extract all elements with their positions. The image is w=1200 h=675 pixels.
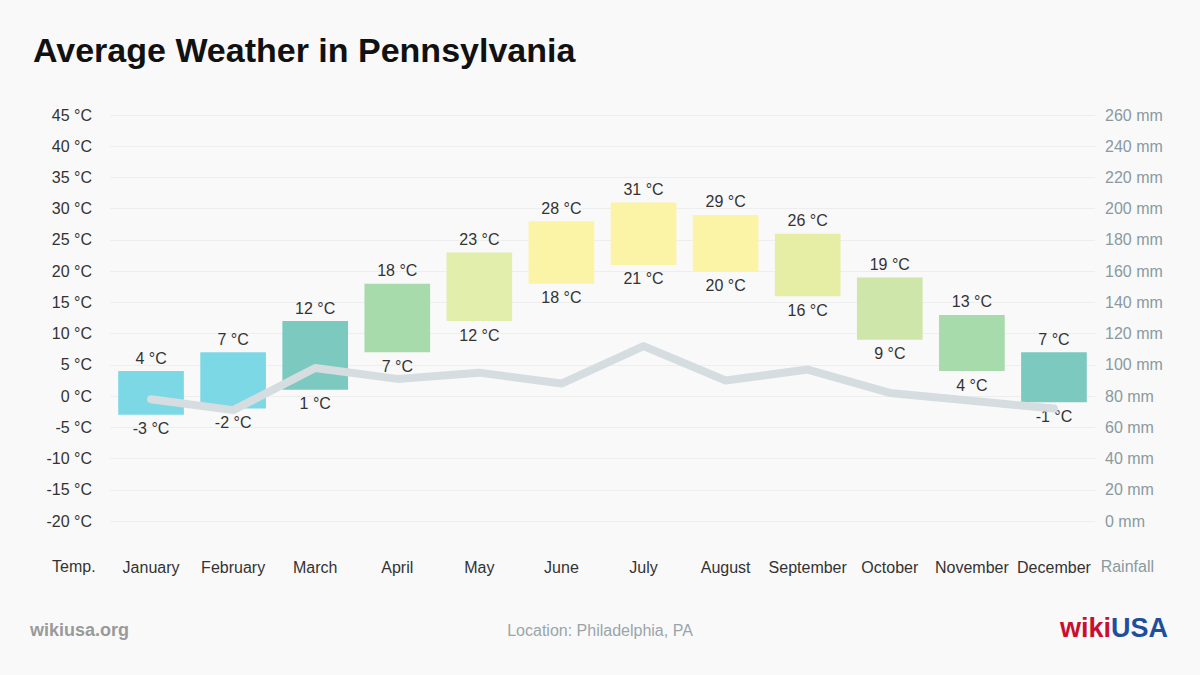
svg-text:9 °C: 9 °C [874, 345, 905, 362]
svg-text:40 °C: 40 °C [52, 138, 92, 155]
svg-text:7 °C: 7 °C [217, 331, 248, 348]
svg-text:40 mm: 40 mm [1105, 450, 1154, 467]
svg-text:5 °C: 5 °C [61, 356, 92, 373]
svg-text:August: August [701, 559, 751, 576]
svg-text:15 °C: 15 °C [52, 294, 92, 311]
svg-text:-2 °C: -2 °C [215, 414, 252, 431]
svg-text:31 °C: 31 °C [623, 181, 663, 198]
svg-text:25 °C: 25 °C [52, 231, 92, 248]
svg-text:80 mm: 80 mm [1105, 388, 1154, 405]
svg-text:30 °C: 30 °C [52, 200, 92, 217]
svg-text:10 °C: 10 °C [52, 325, 92, 342]
svg-text:260 mm: 260 mm [1105, 107, 1163, 124]
svg-text:wikiusa.org: wikiusa.org [29, 620, 129, 640]
svg-text:7 °C: 7 °C [382, 358, 413, 375]
svg-text:18 °C: 18 °C [541, 289, 581, 306]
svg-text:-5 °C: -5 °C [55, 419, 92, 436]
svg-text:June: June [544, 559, 579, 576]
svg-text:220 mm: 220 mm [1105, 169, 1163, 186]
svg-text:21 °C: 21 °C [623, 270, 663, 287]
svg-text:April: April [381, 559, 413, 576]
svg-text:-1 °C: -1 °C [1035, 407, 1073, 425]
svg-text:February: February [201, 559, 265, 576]
svg-text:26 °C: 26 °C [788, 212, 828, 229]
svg-text:7 °C: 7 °C [1038, 331, 1069, 348]
svg-text:December: December [1017, 559, 1091, 576]
svg-text:October: October [861, 559, 919, 576]
svg-text:29 °C: 29 °C [706, 193, 746, 210]
svg-text:240 mm: 240 mm [1105, 138, 1163, 155]
svg-text:-20 °C: -20 °C [46, 513, 92, 530]
svg-text:Rainfall: Rainfall [1101, 558, 1154, 575]
svg-text:20 °C: 20 °C [52, 263, 92, 280]
svg-text:12 °C: 12 °C [459, 327, 499, 344]
svg-text:0 mm: 0 mm [1105, 513, 1145, 530]
svg-text:-15 °C: -15 °C [46, 481, 92, 498]
svg-text:January: January [123, 559, 180, 576]
svg-text:160 mm: 160 mm [1105, 263, 1163, 280]
svg-text:-3 °C: -3 °C [133, 420, 170, 437]
svg-text:180 mm: 180 mm [1105, 231, 1163, 248]
svg-text:4 °C: 4 °C [956, 377, 987, 394]
svg-text:35 °C: 35 °C [52, 169, 92, 186]
svg-text:0 °C: 0 °C [61, 388, 92, 405]
svg-text:1 °C: 1 °C [300, 395, 331, 412]
svg-text:March: March [293, 559, 337, 576]
svg-text:July: July [629, 559, 657, 576]
svg-text:45 °C: 45 °C [52, 107, 92, 124]
svg-text:May: May [464, 559, 494, 576]
svg-text:13 °C: 13 °C [952, 293, 992, 310]
svg-text:20 °C: 20 °C [706, 277, 746, 294]
svg-text:23 °C: 23 °C [459, 231, 499, 248]
svg-text:20 mm: 20 mm [1105, 481, 1154, 498]
svg-text:Average Weather in Pennsylvani: Average Weather in Pennsylvania [33, 31, 576, 69]
svg-text:USA: USA [1111, 613, 1168, 643]
svg-text:wiki: wiki [1059, 613, 1111, 643]
svg-text:120 mm: 120 mm [1105, 325, 1163, 342]
svg-text:100 mm: 100 mm [1105, 356, 1163, 373]
svg-text:-10 °C: -10 °C [46, 450, 92, 467]
svg-text:200 mm: 200 mm [1105, 200, 1163, 217]
svg-text:16 °C: 16 °C [788, 302, 828, 319]
svg-text:Location: Philadelphia, PA: Location: Philadelphia, PA [507, 622, 693, 639]
svg-text:12 °C: 12 °C [295, 300, 335, 317]
svg-text:28 °C: 28 °C [541, 200, 581, 217]
svg-text:4 °C: 4 °C [135, 350, 166, 367]
svg-text:Temp.: Temp. [52, 558, 96, 575]
svg-text:140 mm: 140 mm [1105, 294, 1163, 311]
svg-text:18 °C: 18 °C [377, 262, 417, 279]
svg-text:September: September [769, 559, 848, 576]
svg-text:60 mm: 60 mm [1105, 419, 1154, 436]
svg-text:19 °C: 19 °C [870, 256, 910, 273]
svg-text:November: November [935, 559, 1009, 576]
